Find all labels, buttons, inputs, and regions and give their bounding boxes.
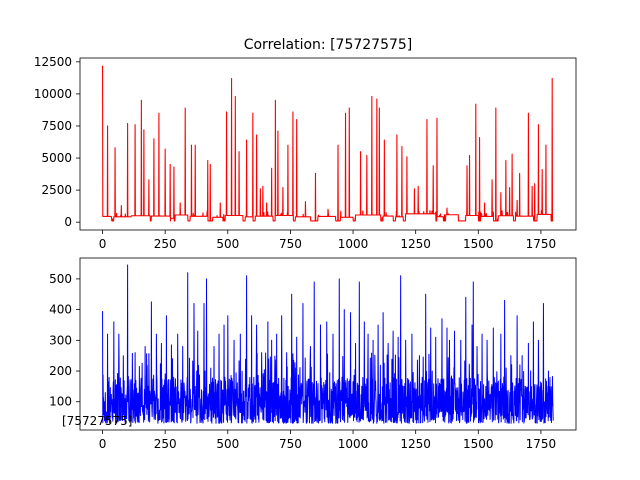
bottom-y-tick-label: 200 (49, 364, 72, 378)
bottom-x-tick-label: 0 (99, 437, 107, 451)
bottom-y-tick-label: 500 (49, 272, 72, 286)
bottom-chart-annotation: [75727575] (62, 414, 132, 428)
top-x-tick-label: 1500 (463, 237, 494, 251)
bottom-y-tick-label: 400 (49, 303, 72, 317)
bottom-x-tick-label: 1000 (338, 437, 369, 451)
top-x-tick-label: 0 (99, 237, 107, 251)
bottom-y-tick-label: 100 (49, 395, 72, 409)
top-series-group (102, 65, 554, 222)
top-y-tick-label: 5000 (41, 151, 72, 165)
bottom-x-tick-label: 250 (154, 437, 177, 451)
bottom-series-line (102, 264, 554, 424)
top-x-tick-label: 1750 (526, 237, 557, 251)
top-x-axis: 0 250 500 750 1000 1250 1500 1750 (99, 230, 556, 251)
top-plot-area (102, 65, 554, 222)
bottom-x-axis: 0 250 500 750 1000 1250 1500 1750 (99, 430, 556, 451)
bottom-y-axis: 100 200 300 400 500 (49, 272, 80, 409)
top-x-tick-label: 750 (279, 237, 302, 251)
top-x-tick-label: 500 (216, 237, 239, 251)
top-y-tick-label: 0 (64, 215, 72, 229)
bottom-x-tick-label: 750 (279, 437, 302, 451)
bottom-plot-frame (79, 257, 577, 431)
bottom-y-tick-label: 300 (49, 333, 72, 347)
top-plot-frame (79, 57, 577, 231)
bottom-x-tick-label: 1250 (400, 437, 431, 451)
bottom-x-tick-label: 500 (216, 437, 239, 451)
top-y-axis: 0 2500 5000 7500 10000 12500 (34, 55, 80, 229)
top-subplot: Correlation: [75727575] 0 250 500 750 1000 12… (34, 37, 577, 251)
bottom-subplot: 0 250 500 750 1000 1250 1500 1750 100 200 300 400 5… (49, 257, 577, 451)
bottom-x-tick-label: 1750 (526, 437, 557, 451)
top-x-tick-label: 1250 (400, 237, 431, 251)
top-y-tick-label: 2500 (41, 183, 72, 197)
top-x-tick-label: 1000 (338, 237, 369, 251)
bottom-series-group (102, 264, 554, 424)
bottom-x-tick-label: 1500 (463, 437, 494, 451)
top-y-tick-label: 10000 (34, 87, 72, 101)
bottom-plot-area (102, 264, 554, 424)
top-chart-title: Correlation: [75727575] (244, 37, 413, 53)
top-y-tick-label: 7500 (41, 119, 72, 133)
top-series-line (102, 65, 554, 222)
top-y-tick-label: 12500 (34, 55, 72, 69)
top-x-tick-label: 250 (154, 237, 177, 251)
